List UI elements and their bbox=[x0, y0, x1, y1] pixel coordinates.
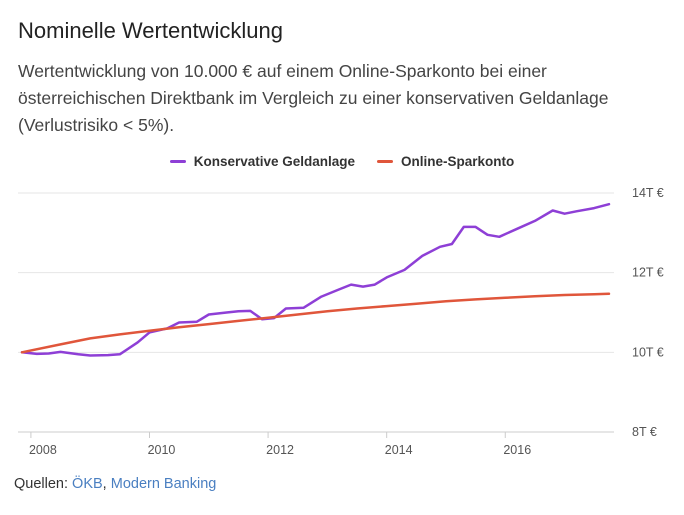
x-tick-label: 2016 bbox=[503, 443, 531, 457]
x-tick-label: 2010 bbox=[148, 443, 176, 457]
x-tick-label: 2014 bbox=[385, 443, 413, 457]
legend-swatch-konservative bbox=[169, 160, 186, 163]
legend-swatch-online bbox=[377, 160, 394, 163]
source-link-modern-banking[interactable]: Modern Banking bbox=[110, 476, 217, 492]
x-axis: 2008 2010 2012 2014 2016 bbox=[18, 431, 614, 457]
y-tick-label: 12T € bbox=[632, 266, 664, 280]
chart-legend: Konservative Geldanlage Online-Sparkonto bbox=[0, 154, 684, 169]
chart-title: Nominelle Wertentwicklung bbox=[18, 18, 283, 43]
sources-label: Quellen: bbox=[14, 476, 69, 492]
chart-subtitle: Wertentwicklung von 10.000 € auf einem O… bbox=[18, 61, 609, 135]
x-tick-label: 2012 bbox=[266, 443, 294, 457]
source-link-oekb[interactable]: ÖKB bbox=[72, 476, 103, 492]
series-line-konservative-geldanlage[interactable] bbox=[20, 202, 611, 357]
y-tick-label: 8T € bbox=[632, 425, 657, 439]
legend-item-konservative-geldanlage[interactable]: Konservative Geldanlage bbox=[169, 154, 356, 169]
source-separator: , bbox=[102, 476, 111, 492]
x-tick-label: 2008 bbox=[29, 443, 57, 457]
y-axis-labels: 8T € 10T € 12T € 14T € bbox=[632, 186, 664, 439]
series-line-online-sparkonto[interactable] bbox=[20, 292, 611, 354]
sources-footer: Quellen: ÖKB, Modern Banking bbox=[14, 476, 216, 492]
y-tick-label: 10T € bbox=[632, 345, 664, 359]
legend-label-konservative: Konservative Geldanlage bbox=[193, 154, 356, 169]
legend-item-online-sparkonto[interactable]: Online-Sparkonto bbox=[377, 154, 514, 169]
legend-label-online: Online-Sparkonto bbox=[401, 154, 515, 169]
series-lines bbox=[20, 202, 611, 357]
y-tick-label: 14T € bbox=[632, 186, 664, 200]
line-chart: 2008 2010 2012 2014 2016 8T € 10T € 12T € 14T € bbox=[18, 186, 664, 457]
